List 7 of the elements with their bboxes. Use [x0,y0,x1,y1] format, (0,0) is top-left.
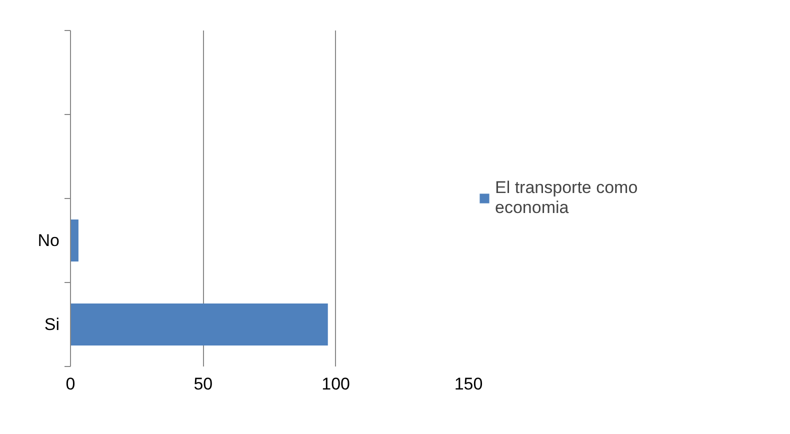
y-tick-label: Si [44,315,60,334]
y-tick-label: No [38,231,60,250]
legend-label: El transporte como economia [495,178,638,218]
x-tick-label: 150 [454,374,483,394]
x-tick-label: 100 [322,374,350,394]
x-tick-label: 0 [66,374,76,394]
x-tick-label: 50 [194,374,213,394]
